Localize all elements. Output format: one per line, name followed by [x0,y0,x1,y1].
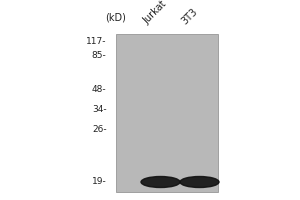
Text: 34-: 34- [92,106,106,114]
Text: 3T3: 3T3 [180,6,200,26]
Text: 85-: 85- [92,51,106,60]
Text: 19-: 19- [92,178,106,186]
Bar [116,34,218,192]
Ellipse shape [180,176,219,188]
Text: 26-: 26- [92,126,106,134]
Ellipse shape [141,176,180,188]
Text: 117-: 117- [86,38,106,46]
Text: 48-: 48- [92,85,106,94]
Text: Jurkat: Jurkat [141,0,168,26]
Text: (kD): (kD) [105,13,126,23]
